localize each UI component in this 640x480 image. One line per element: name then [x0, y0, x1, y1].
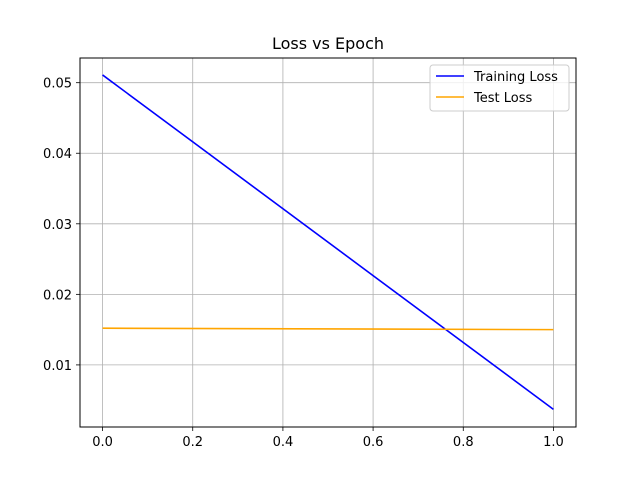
y-tick-label: 0.01 [43, 359, 72, 374]
plot-frame [79, 57, 577, 428]
x-tick-label: 0.4 [273, 435, 294, 450]
chart-title: Loss vs Epoch [272, 34, 384, 53]
series-lines [102, 74, 554, 411]
y-tick-label: 0.04 [43, 147, 72, 162]
x-tick-label: 0.0 [92, 435, 113, 450]
series-line-test-loss [102, 327, 554, 331]
y-axis-ticks: 0.01 0.02 0.03 0.04 0.05 [43, 77, 80, 374]
y-tick-label: 0.03 [43, 218, 72, 233]
legend-label-training-loss: Training Loss [473, 70, 558, 85]
legend: Training Loss Test Loss [429, 64, 570, 112]
x-tick-label: 1.0 [543, 435, 564, 450]
x-tick-label: 0.6 [363, 435, 384, 450]
legend-label-test-loss: Test Loss [473, 91, 532, 106]
x-tick-label: 0.2 [182, 435, 203, 450]
series-line-training-loss [102, 74, 554, 411]
x-axis-ticks: 0.0 0.2 0.4 0.6 0.8 1.0 [92, 427, 564, 450]
y-tick-label: 0.05 [43, 77, 72, 92]
x-tick-label: 0.8 [453, 435, 474, 450]
y-tick-label: 0.02 [43, 288, 72, 303]
legend-box [429, 64, 570, 112]
